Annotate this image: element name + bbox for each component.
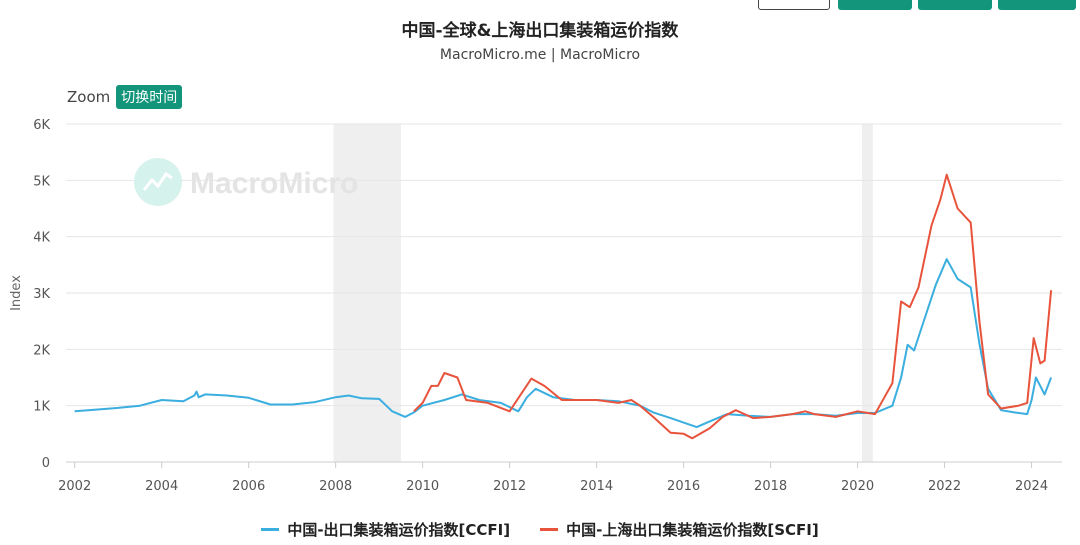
y-axis-label: Index — [9, 275, 24, 311]
watermark-trend-icon — [142, 171, 173, 191]
zoom-label: Zoom — [67, 88, 111, 106]
x-tick-label: 2010 — [406, 479, 439, 494]
y-tick-label: 6K — [33, 118, 50, 133]
watermark: MacroMicro — [134, 158, 358, 206]
watermark-text: MacroMicro — [190, 167, 358, 200]
x-tick-label: 2022 — [928, 479, 961, 494]
y-tick-label: 5K — [33, 174, 50, 189]
x-tick-label: 2002 — [58, 479, 91, 494]
legend: 中国-出口集装箱运价指数[CCFI] 中国-上海出口集装箱运价指数[SCFI] — [0, 519, 1080, 540]
x-tick-label: 2018 — [754, 479, 787, 494]
y-tick-label: 1K — [33, 400, 50, 415]
x-tick-label: 2016 — [667, 479, 700, 494]
chart-subtitle: MacroMicro.me | MacroMicro — [439, 47, 641, 63]
legend-label-scfi: 中国-上海出口集装箱运价指数[SCFI] — [566, 521, 819, 539]
toolbar-button-1[interactable] — [838, 0, 912, 10]
watermark-logo-icon — [134, 158, 182, 206]
zoom-control: Zoom 切换时间 — [67, 85, 183, 109]
x-tick-label: 2012 — [493, 479, 526, 494]
y-tick-label: 2K — [33, 343, 50, 358]
x-tick-label: 2014 — [580, 479, 613, 494]
x-tick-label: 2004 — [145, 479, 178, 494]
x-tick-label: 2020 — [841, 479, 874, 494]
legend-item-ccfi[interactable]: 中国-出口集装箱运价指数[CCFI] — [261, 519, 510, 540]
legend-swatch-ccfi — [261, 528, 280, 531]
switch-time-button[interactable]: 切换时间 — [116, 85, 183, 109]
legend-item-scfi[interactable]: 中国-上海出口集装箱运价指数[SCFI] — [540, 519, 819, 540]
legend-swatch-scfi — [540, 528, 559, 531]
chart-title: 中国-全球&上海出口集装箱运价指数 — [401, 21, 679, 41]
x-tick-label: 2008 — [319, 479, 352, 494]
y-tick-label: 0 — [42, 456, 50, 471]
x-tick-label: 2024 — [1015, 479, 1048, 494]
toolbar-button-3[interactable] — [998, 0, 1076, 10]
y-tick-label: 4K — [33, 231, 50, 246]
toolbar-button-outline[interactable] — [758, 0, 830, 10]
series-line-scfi — [413, 173, 1053, 440]
series-line-ccfi — [74, 258, 1053, 429]
y-tick-label: 3K — [33, 287, 50, 302]
legend-label-ccfi: 中国-出口集装箱运价指数[CCFI] — [287, 521, 511, 539]
toolbar-button-2[interactable] — [918, 0, 992, 10]
x-tick-label: 2006 — [232, 479, 265, 494]
